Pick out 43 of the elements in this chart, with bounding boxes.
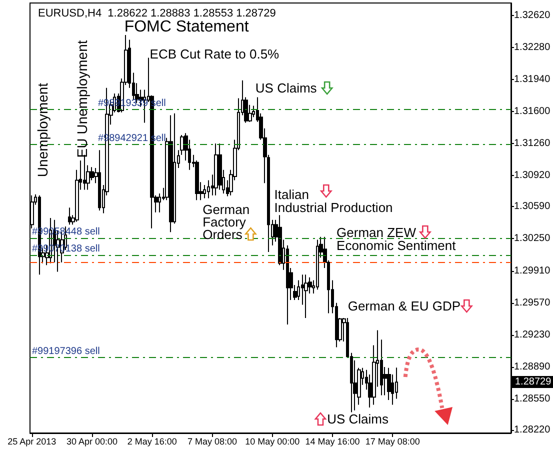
y-tick-label: 1.32620 bbox=[514, 10, 551, 21]
x-tick-label: 10 May 00:00 bbox=[245, 436, 300, 446]
x-tick-label: 14 May 16:00 bbox=[305, 436, 360, 446]
y-tick-label: 1.29230 bbox=[514, 329, 551, 340]
x-tick-label: 30 Apr 00:00 bbox=[66, 436, 118, 446]
y-tick-label: 1.28220 bbox=[514, 424, 551, 436]
candlestick bbox=[214, 143, 218, 196]
x-tick-label: 17 May 08:00 bbox=[365, 436, 420, 446]
y-tick-label: 1.29570 bbox=[514, 297, 551, 308]
y-tick-label: 1.30590 bbox=[514, 201, 551, 212]
ref-line-label: #99197396 sell bbox=[32, 346, 100, 358]
x-tick-label: 25 Apr 2013 bbox=[8, 436, 56, 446]
y-tick-label: 1.28550 bbox=[514, 394, 551, 405]
candlestick bbox=[68, 207, 71, 226]
annotation: EU Unemployment bbox=[74, 40, 90, 158]
x-tick-label: 2 May 16:00 bbox=[127, 436, 177, 446]
y-tick-label: 1.28890 bbox=[514, 361, 551, 372]
annotation: US Claims bbox=[255, 80, 318, 96]
candlestick bbox=[278, 214, 282, 266]
annotation: US Claims bbox=[327, 412, 389, 426]
candlestick bbox=[387, 367, 391, 400]
candlestick bbox=[98, 150, 101, 211]
x-tick-label: 7 May 08:00 bbox=[187, 436, 238, 446]
annotation: ECB Cut Rate to 0.5% bbox=[150, 46, 280, 62]
chart-title: EURUSD,H4 1.28622 1.28883 1.28553 1.28729 bbox=[38, 8, 276, 20]
y-tick-label: 1.29910 bbox=[514, 265, 551, 276]
y-tick-label: 1.31600 bbox=[514, 106, 551, 117]
candlestick bbox=[304, 274, 308, 318]
y-tick-label: 1.30250 bbox=[514, 233, 551, 244]
candlestick bbox=[203, 184, 206, 199]
candlestick bbox=[169, 114, 173, 233]
annotation: German Factory Orders bbox=[202, 202, 250, 242]
y-tick-label: 1.31940 bbox=[514, 74, 551, 85]
annotation: Italian Industrial Production bbox=[274, 187, 393, 215]
candlestick bbox=[316, 239, 319, 290]
y-tick-label: 1.32280 bbox=[514, 42, 551, 53]
y-tick-label: 1.31260 bbox=[514, 138, 551, 150]
text: 1.28729 bbox=[515, 376, 552, 388]
y-tick-label: 1.30920 bbox=[514, 170, 551, 182]
annotation: Unemployment bbox=[34, 82, 50, 178]
annotation: FOMC Statement bbox=[124, 18, 250, 36]
annotation: German ZEW Economic Sentiment bbox=[336, 225, 456, 253]
annotation: German & EU GDP bbox=[348, 298, 461, 314]
